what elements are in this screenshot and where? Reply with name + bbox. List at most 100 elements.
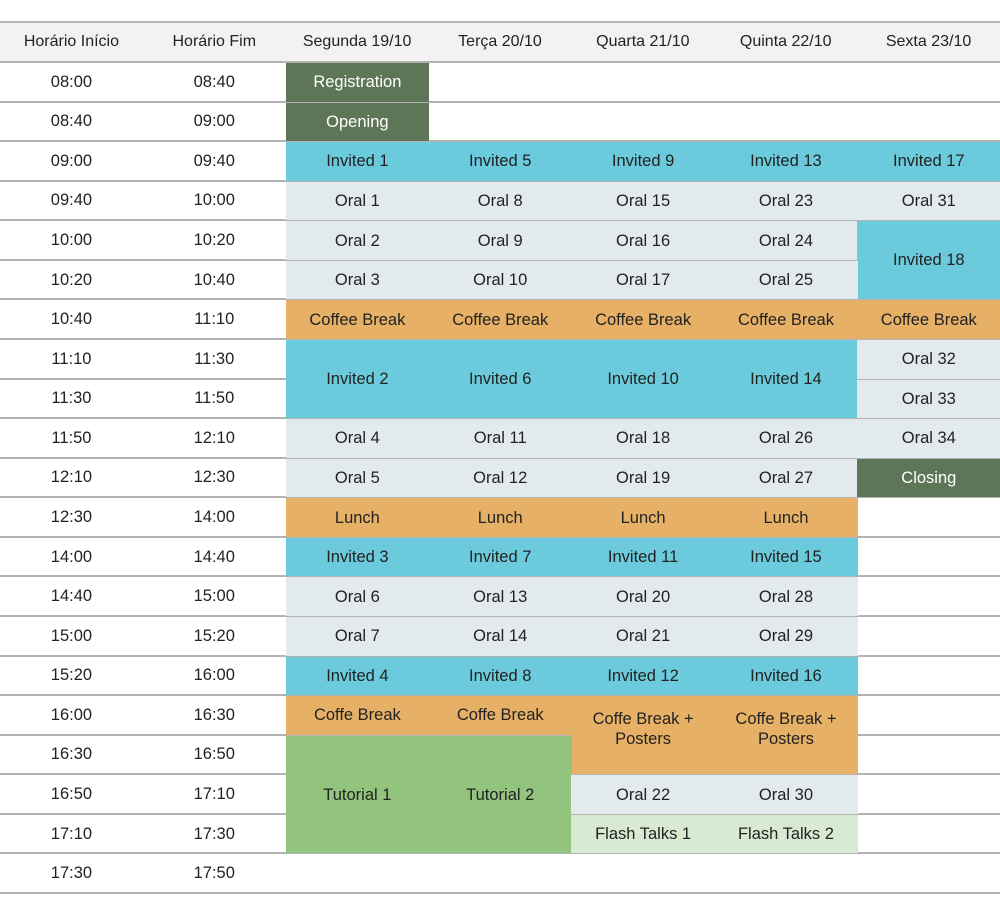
- event-oral: Oral 11: [428, 419, 572, 458]
- start-time-cell: 11:30: [51, 389, 92, 408]
- event-oral: Oral 1: [285, 181, 430, 221]
- start-time-cell: 16:30: [50, 745, 93, 764]
- event-invited: Invited 14: [714, 339, 858, 419]
- end-time-cell: 10:20: [193, 231, 235, 250]
- end-time-cell: 11:50: [194, 389, 235, 408]
- start-time-cell: 11:10: [51, 349, 92, 368]
- event-break: Lunch: [571, 498, 715, 537]
- event-invited: Invited 4: [285, 656, 430, 696]
- end-time-cell: 12:30: [193, 468, 235, 487]
- event-invited: Invited 6: [428, 339, 572, 419]
- end-time-cell: 17:50: [193, 864, 235, 883]
- event-oral: Oral 24: [714, 221, 858, 260]
- grid-line: [0, 100, 1000, 103]
- grid-line: [0, 575, 1000, 578]
- start-time-cell: 17:10: [50, 824, 93, 843]
- start-time-cell: 15:00: [50, 626, 93, 645]
- event-oral: Oral 31: [857, 181, 1000, 221]
- event-oral: Oral 21: [571, 616, 715, 656]
- grid-line: [0, 654, 1000, 657]
- grid-line: [0, 456, 1000, 459]
- event-break: Coffe Break + Posters: [571, 696, 715, 775]
- start-time-cell: 14:00: [50, 547, 93, 566]
- grid-line: [0, 694, 1000, 697]
- end-time-cell: 14:00: [193, 508, 235, 527]
- grid-line: [0, 614, 1000, 617]
- event-oral: Oral 28: [714, 577, 858, 616]
- column-header: Quarta 21/10: [596, 33, 690, 50]
- end-time-cell: 12:10: [193, 428, 235, 447]
- start-time-cell: 10:00: [50, 231, 93, 250]
- event-break: Coffee Break: [428, 300, 572, 339]
- event-oral: Oral 29: [714, 616, 858, 656]
- event-oral: Oral 15: [571, 181, 715, 221]
- event-oral: Oral 25: [714, 260, 858, 300]
- event-flash: Flash Talks 1: [571, 814, 715, 854]
- column-header: Quinta 22/10: [739, 33, 832, 50]
- start-time-cell: 09:40: [50, 191, 93, 210]
- event-invited: Invited 10: [571, 339, 715, 419]
- event-break: Coffee Break: [714, 300, 858, 339]
- event-ceremony: Registration: [285, 63, 430, 102]
- grid-line: [0, 179, 1000, 182]
- start-time-cell: 12:30: [50, 508, 93, 527]
- end-time-cell: 17:30: [193, 824, 235, 843]
- event-tutorial: Tutorial 1: [285, 735, 430, 854]
- end-time-cell: 17:10: [193, 785, 235, 804]
- event-oral: Oral 19: [571, 458, 715, 498]
- event-oral: Oral 18: [571, 419, 715, 458]
- start-time-cell: 11:50: [51, 428, 92, 447]
- event-flash: Flash Talks 2: [714, 814, 858, 854]
- event-break: Coffe Break + Posters: [714, 696, 858, 775]
- event-oral: Oral 14: [428, 616, 572, 656]
- start-time-cell: 08:40: [50, 112, 93, 131]
- event-oral: Oral 9: [428, 221, 572, 260]
- end-time-cell: 16:00: [193, 666, 235, 685]
- end-time-cell: 16:30: [193, 705, 235, 724]
- event-invited: Invited 9: [571, 142, 715, 181]
- event-oral: Oral 33: [857, 379, 1000, 419]
- event-oral: Oral 26: [714, 419, 858, 458]
- event-break: Lunch: [285, 498, 430, 537]
- end-time-cell: 11:30: [194, 349, 235, 368]
- event-oral: Oral 5: [285, 458, 430, 498]
- event-invited: Invited 16: [714, 656, 858, 696]
- end-time-cell: 10:00: [193, 191, 235, 210]
- event-oral: Oral 22: [571, 775, 715, 814]
- event-oral: Oral 6: [285, 577, 430, 616]
- grid-line: [0, 219, 1000, 222]
- event-ceremony: Closing: [857, 458, 1000, 498]
- start-time-cell: 14:40: [50, 587, 93, 606]
- event-invited: Invited 12: [571, 656, 715, 696]
- event-invited: Invited 2: [285, 339, 430, 419]
- start-time-cell: 15:20: [50, 666, 93, 685]
- event-oral: Oral 8: [428, 181, 572, 221]
- start-time-cell: 12:10: [50, 468, 93, 487]
- event-oral: Oral 16: [571, 221, 715, 260]
- end-time-cell: 15:00: [193, 587, 235, 606]
- end-time-cell: 15:20: [193, 626, 235, 645]
- event-break: Lunch: [428, 498, 572, 537]
- event-invited: Invited 7: [428, 537, 572, 577]
- end-time-cell: 10:40: [193, 270, 235, 289]
- start-time-cell: 08:00: [50, 72, 93, 91]
- event-oral: Oral 10: [428, 260, 572, 300]
- event-break: Coffe Break: [285, 696, 430, 735]
- event-oral: Oral 17: [571, 260, 715, 300]
- column-header: Segunda 19/10: [302, 33, 412, 50]
- column-header: Horário Fim: [172, 33, 257, 50]
- event-break: Coffee Break: [857, 300, 1000, 339]
- event-invited: Invited 11: [571, 537, 715, 577]
- grid-line: [0, 535, 1000, 538]
- start-time-cell: 16:00: [50, 705, 93, 724]
- event-oral: Oral 4: [285, 419, 430, 458]
- end-time-cell: 14:40: [193, 547, 235, 566]
- event-invited: Invited 13: [714, 142, 858, 181]
- grid-line: [0, 298, 1000, 301]
- event-tutorial: Tutorial 2: [428, 735, 572, 854]
- event-oral: Oral 27: [714, 458, 858, 498]
- event-break: Coffee Break: [571, 300, 715, 339]
- start-time-cell: 09:00: [50, 151, 93, 170]
- start-time-cell: 10:40: [50, 310, 93, 329]
